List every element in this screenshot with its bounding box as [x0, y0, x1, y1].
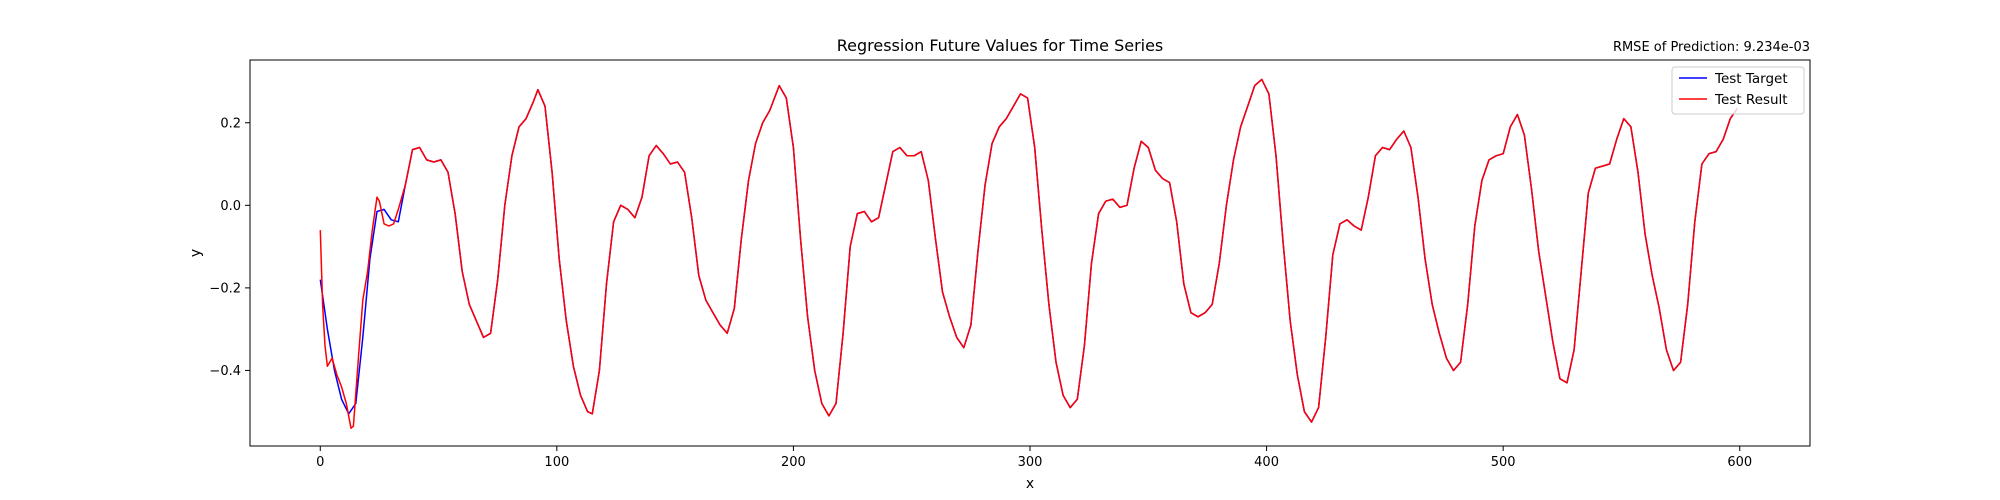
y-tick-label: −0.2 — [209, 281, 241, 296]
legend-label-test-target: Test Target — [1714, 71, 1788, 87]
legend-label-test-result: Test Result — [1714, 92, 1788, 108]
x-tick-label: 400 — [1254, 455, 1279, 470]
x-tick-label: 300 — [1018, 455, 1043, 470]
chart-title: Regression Future Values for Time Series — [837, 36, 1164, 55]
plot-area — [319, 78, 1739, 429]
x-axis: 0 100 200 300 400 500 600 — [316, 446, 1752, 470]
x-tick-label: 200 — [781, 455, 806, 470]
y-tick-label: 0.2 — [220, 116, 241, 131]
y-axis-label: y — [188, 249, 204, 257]
legend: Test Target Test Result — [1671, 66, 1805, 115]
x-tick-label: 600 — [1727, 455, 1752, 470]
series-line-test-result — [319, 78, 1739, 429]
x-tick-label: 0 — [316, 455, 324, 470]
y-axis: −0.4 −0.2 0.0 0.2 — [209, 116, 250, 379]
x-axis-label: x — [1026, 476, 1034, 492]
y-tick-label: 0.0 — [220, 199, 241, 214]
x-tick-label: 100 — [544, 455, 569, 470]
y-tick-label: −0.4 — [209, 364, 241, 379]
x-tick-label: 500 — [1491, 455, 1516, 470]
series-layer — [319, 78, 1739, 429]
rmse-annotation: RMSE of Prediction: 9.234e-03 — [1613, 40, 1810, 55]
